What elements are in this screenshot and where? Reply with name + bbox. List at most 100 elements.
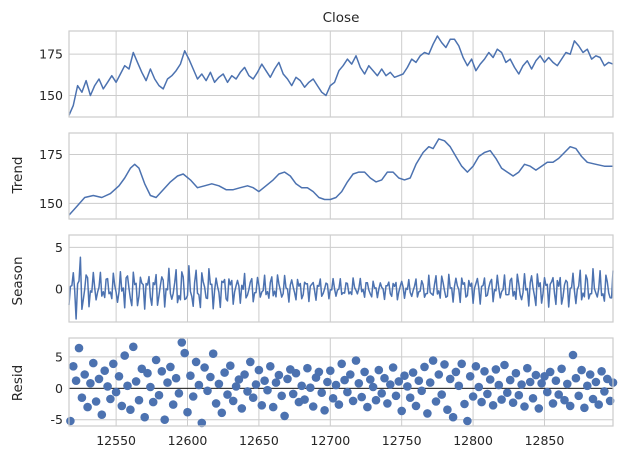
ytick-label-season-5: 5 — [55, 240, 63, 255]
resid-point-67 — [257, 401, 267, 410]
resid-point-2 — [71, 376, 81, 386]
resid-point-50 — [208, 349, 218, 359]
panel-season: Season 0 5 — [10, 234, 614, 323]
resid-point-151 — [497, 395, 506, 404]
resid-point-164 — [534, 404, 544, 413]
resid-point-123 — [417, 386, 427, 396]
resid-point-45 — [194, 380, 204, 390]
resid-point-144 — [477, 397, 486, 407]
resid-point-159 — [520, 402, 529, 411]
resid-point-167 — [543, 387, 552, 397]
ylabel-trend: Trend — [10, 157, 26, 195]
resid-point-74 — [277, 391, 287, 401]
resid-point-15 — [109, 359, 118, 369]
resid-point-78 — [288, 389, 298, 399]
resid-point-115 — [394, 377, 404, 386]
x-axis-ticks: 12550 12600 12650 12700 12750 12800 12850 — [96, 433, 564, 448]
chart-title: Close — [323, 10, 360, 26]
resid-point-21 — [126, 405, 135, 415]
resid-point-49 — [206, 372, 215, 382]
resid-point-182 — [585, 370, 595, 379]
resid-point-95 — [337, 359, 347, 369]
ytick-label-trend-175: 175 — [39, 147, 63, 162]
resid-point-76 — [283, 374, 292, 384]
resid-point-110 — [380, 373, 389, 383]
panel-resid: Resid -5 0 5 — [10, 337, 618, 427]
resid-point-48 — [203, 386, 212, 396]
ytick-label-close-175: 175 — [39, 47, 63, 62]
resid-point-66 — [254, 365, 264, 375]
ylabel-season: Season — [10, 257, 26, 306]
resid-point-153 — [503, 388, 512, 398]
resid-point-136 — [454, 381, 464, 391]
resid-point-168 — [545, 367, 555, 377]
resid-point-10 — [94, 374, 104, 384]
resid-point-149 — [491, 365, 501, 374]
axes-frame-resid — [68, 337, 614, 427]
resid-point-60 — [237, 404, 247, 413]
resid-point-3 — [74, 343, 84, 353]
resid-point-104 — [363, 402, 372, 412]
resid-point-34 — [163, 378, 172, 387]
resid-point-141 — [468, 392, 478, 401]
resid-point-137 — [457, 359, 467, 369]
resid-point-47 — [200, 363, 209, 372]
resid-point-109 — [377, 389, 387, 398]
resid-point-30 — [151, 355, 161, 365]
resid-point-20 — [123, 381, 132, 391]
resid-point-161 — [525, 377, 535, 387]
resid-point-33 — [160, 415, 169, 425]
series-line-close — [68, 35, 614, 116]
resid-point-37 — [171, 373, 181, 383]
resid-point-100 — [351, 356, 361, 365]
resid-point-6 — [83, 402, 92, 412]
ytick-label-close-150: 150 — [39, 88, 63, 103]
resid-point-114 — [391, 391, 401, 401]
resid-point-189 — [605, 396, 615, 406]
resid-point-113 — [388, 363, 398, 372]
resid-point-156 — [511, 368, 521, 378]
resid-point-170 — [551, 376, 561, 386]
resid-point-17 — [114, 372, 124, 381]
resid-point-186 — [597, 367, 606, 376]
resid-point-41 — [183, 407, 192, 417]
resid-point-163 — [531, 370, 541, 380]
resid-point-79 — [291, 368, 301, 378]
resid-point-63 — [246, 357, 255, 367]
resid-point-138 — [460, 399, 469, 409]
resid-point-146 — [483, 389, 492, 399]
resid-point-158 — [517, 380, 526, 389]
resid-point-7 — [86, 379, 95, 388]
resid-point-117 — [400, 371, 409, 381]
xtick-label-12750: 12750 — [382, 433, 422, 448]
resid-point-59 — [234, 375, 244, 384]
ylabel-resid: Resid — [10, 365, 26, 401]
resid-point-133 — [445, 374, 455, 384]
resid-point-105 — [366, 375, 375, 384]
resid-point-64 — [248, 393, 258, 403]
resid-point-93 — [331, 380, 341, 390]
resid-point-187 — [600, 387, 609, 396]
resid-point-5 — [80, 370, 89, 379]
resid-point-142 — [471, 362, 481, 371]
resid-point-84 — [306, 383, 315, 393]
resid-point-69 — [263, 385, 272, 395]
resid-point-154 — [505, 375, 515, 385]
resid-point-90 — [323, 377, 332, 387]
resid-point-131 — [440, 360, 449, 369]
resid-point-180 — [580, 403, 589, 413]
ytick-label-resid-5: 5 — [55, 349, 63, 364]
resid-point-160 — [523, 363, 532, 373]
resid-point-71 — [268, 402, 278, 412]
resid-point-132 — [443, 405, 452, 415]
resid-point-94 — [334, 400, 344, 409]
resid-point-129 — [434, 370, 444, 379]
resid-point-116 — [397, 406, 407, 416]
resid-point-40 — [180, 348, 189, 358]
resid-point-65 — [251, 380, 261, 389]
resid-point-140 — [465, 372, 475, 381]
resid-point-42 — [186, 371, 195, 381]
resid-point-0 — [66, 416, 75, 426]
resid-point-57 — [228, 396, 238, 406]
